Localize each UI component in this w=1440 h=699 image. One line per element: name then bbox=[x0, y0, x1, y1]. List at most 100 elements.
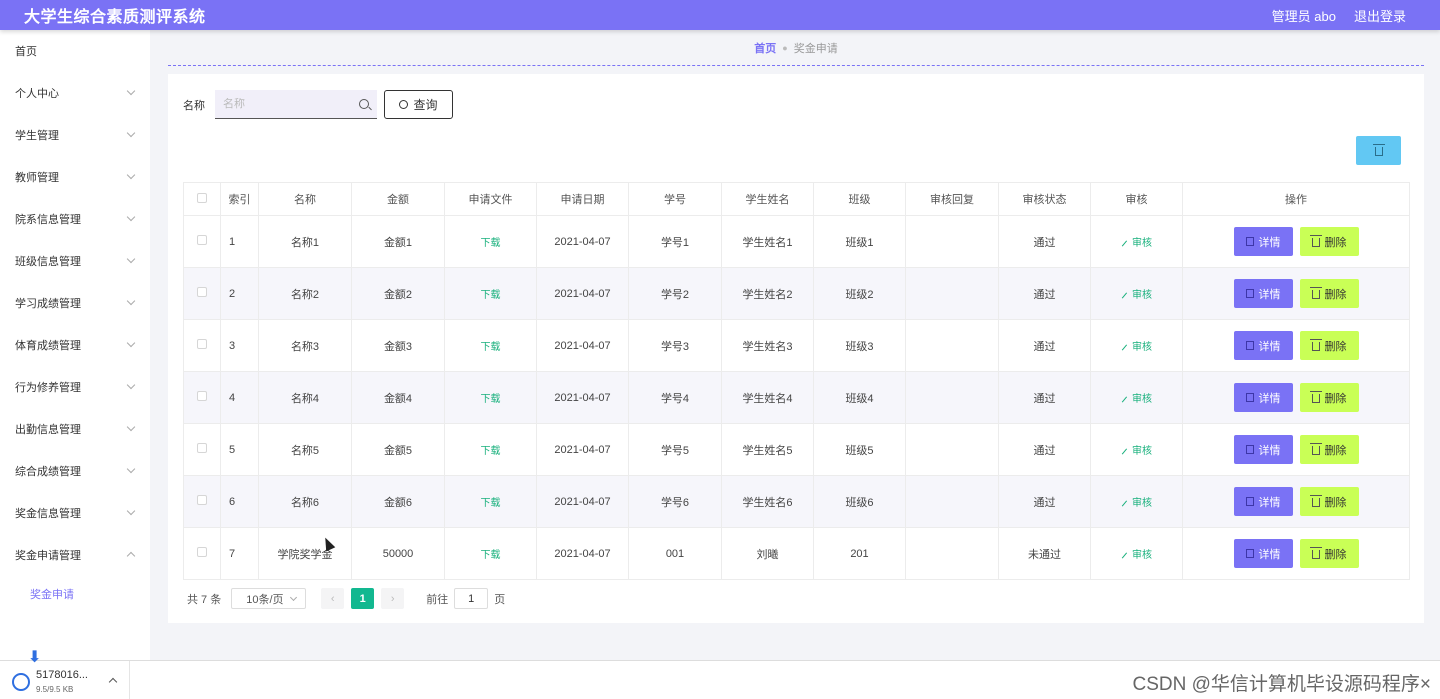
sidebar-item[interactable]: 学习成绩管理 bbox=[0, 282, 150, 324]
table-row: 3 名称3 金额3 下载 2021-04-07 学号3 学生姓名3 班级3 通过 审核 详情 删除 bbox=[183, 319, 1410, 372]
audit-link[interactable]: 审核 bbox=[1121, 498, 1152, 509]
delete-button[interactable]: 删除 bbox=[1299, 487, 1359, 516]
audit-link[interactable]: 审核 bbox=[1121, 446, 1152, 457]
delete-button[interactable]: 删除 bbox=[1299, 383, 1359, 412]
sidebar-item[interactable]: 体育成绩管理 bbox=[0, 324, 150, 366]
download-link[interactable]: 下载 bbox=[480, 238, 501, 249]
delete-button[interactable]: 删除 bbox=[1299, 331, 1359, 360]
row-checkbox[interactable] bbox=[197, 287, 207, 297]
cell-student-id: 学号2 bbox=[628, 267, 722, 320]
delete-label: 删除 bbox=[1324, 288, 1347, 301]
select-all-cell bbox=[183, 182, 221, 216]
delete-button[interactable]: 删除 bbox=[1299, 539, 1359, 568]
sidebar-item[interactable]: 个人中心 bbox=[0, 72, 150, 114]
detail-button[interactable]: 详情 bbox=[1233, 227, 1293, 256]
sidebar-item[interactable]: 综合成绩管理 bbox=[0, 450, 150, 492]
cell-status: 未通过 bbox=[998, 527, 1091, 580]
sidebar-item[interactable]: 学生管理 bbox=[0, 114, 150, 156]
edit-icon bbox=[1121, 500, 1128, 507]
select-all-checkbox[interactable] bbox=[197, 192, 207, 203]
batch-delete-button[interactable] bbox=[1356, 136, 1401, 165]
goto-page-input[interactable]: 1 bbox=[454, 588, 489, 609]
download-progress-icon bbox=[12, 673, 30, 691]
delete-button[interactable]: 删除 bbox=[1299, 435, 1359, 464]
sidebar-item[interactable]: 奖金信息管理 bbox=[0, 492, 150, 534]
download-item[interactable]: ⬇ 5178016... 9.5/9.5 KB bbox=[8, 649, 130, 699]
table-header-row: 索引 名称 金额 申请文件 申请日期 学号 学生姓名 班级 审核回复 审核状态 审核 操作 bbox=[183, 182, 1410, 216]
audit-link[interactable]: 审核 bbox=[1121, 550, 1152, 561]
query-button[interactable]: 查询 bbox=[384, 90, 453, 119]
audit-link[interactable]: 审核 bbox=[1121, 290, 1152, 301]
document-icon bbox=[1245, 341, 1254, 350]
cell-class: 班级1 bbox=[813, 215, 906, 268]
sidebar-item[interactable]: 出勤信息管理 bbox=[0, 408, 150, 450]
cell-student-name: 学生姓名3 bbox=[721, 319, 814, 372]
detail-button[interactable]: 详情 bbox=[1233, 279, 1293, 308]
page-size-select[interactable]: 10条/页 bbox=[231, 588, 307, 609]
sidebar-item-label: 教师管理 bbox=[15, 172, 59, 184]
download-link[interactable]: 下载 bbox=[480, 394, 501, 405]
sidebar-item[interactable]: 班级信息管理 bbox=[0, 240, 150, 282]
delete-button[interactable]: 删除 bbox=[1299, 227, 1359, 256]
cell-audit: 审核 bbox=[1090, 267, 1183, 320]
audit-label: 审核 bbox=[1132, 550, 1152, 561]
sidebar-item[interactable]: 教师管理 bbox=[0, 156, 150, 198]
trash-icon bbox=[1309, 443, 1322, 455]
sidebar-item[interactable]: 院系信息管理 bbox=[0, 198, 150, 240]
column-header: 申请文件 bbox=[444, 182, 537, 216]
row-select-cell bbox=[183, 215, 221, 268]
search-icon bbox=[399, 100, 409, 109]
query-button-label: 查询 bbox=[413, 98, 438, 112]
next-page-button[interactable]: › bbox=[381, 588, 405, 609]
search-row: 名称 查询 bbox=[183, 90, 453, 119]
detail-button[interactable]: 详情 bbox=[1233, 539, 1293, 568]
cell-file: 下载 bbox=[444, 215, 537, 268]
detail-button[interactable]: 详情 bbox=[1233, 331, 1293, 360]
row-checkbox[interactable] bbox=[197, 235, 207, 245]
row-checkbox[interactable] bbox=[197, 547, 207, 557]
detail-button[interactable]: 详情 bbox=[1233, 487, 1293, 516]
audit-label: 审核 bbox=[1132, 394, 1152, 405]
sidebar-item-label: 首页 bbox=[15, 46, 37, 58]
breadcrumb-home[interactable]: 首页 bbox=[754, 42, 777, 55]
page-number-1[interactable]: 1 bbox=[351, 588, 375, 609]
row-select-cell bbox=[183, 527, 221, 580]
sidebar-item[interactable]: 奖金申请管理 bbox=[0, 534, 150, 576]
download-link[interactable]: 下载 bbox=[480, 550, 501, 561]
chevron-down-icon bbox=[126, 380, 136, 390]
audit-link[interactable]: 审核 bbox=[1121, 238, 1152, 249]
detail-button[interactable]: 详情 bbox=[1233, 383, 1293, 412]
cell-status: 通过 bbox=[998, 267, 1091, 320]
cell-status: 通过 bbox=[998, 371, 1091, 424]
download-link[interactable]: 下载 bbox=[480, 290, 501, 301]
logout-button[interactable]: 退出登录 bbox=[1353, 8, 1406, 24]
prev-page-button[interactable]: ‹ bbox=[321, 588, 345, 609]
sidebar-subitem-active[interactable]: 奖金申请 bbox=[30, 589, 74, 601]
row-checkbox[interactable] bbox=[197, 495, 207, 505]
chevron-down-icon bbox=[126, 170, 136, 180]
cell-actions: 详情 删除 bbox=[1182, 267, 1410, 320]
chevron-up-icon[interactable] bbox=[108, 677, 118, 687]
download-link[interactable]: 下载 bbox=[480, 342, 501, 353]
chevron-down-icon bbox=[126, 86, 136, 96]
row-checkbox[interactable] bbox=[197, 391, 207, 401]
audit-link[interactable]: 审核 bbox=[1121, 394, 1152, 405]
cell-actions: 详情 删除 bbox=[1182, 319, 1410, 372]
sidebar-item[interactable]: 首页 bbox=[0, 30, 150, 72]
cell-student-id: 学号3 bbox=[628, 319, 722, 372]
row-checkbox[interactable] bbox=[197, 443, 207, 453]
sidebar-item-label: 行为修养管理 bbox=[15, 382, 81, 394]
row-checkbox[interactable] bbox=[197, 339, 207, 349]
search-input[interactable] bbox=[223, 98, 343, 110]
download-link[interactable]: 下载 bbox=[480, 498, 501, 509]
column-header: 索引 bbox=[220, 182, 259, 216]
delete-button[interactable]: 删除 bbox=[1299, 279, 1359, 308]
chevron-down-icon bbox=[126, 422, 136, 432]
sidebar-item[interactable]: 行为修养管理 bbox=[0, 366, 150, 408]
audit-link[interactable]: 审核 bbox=[1121, 342, 1152, 353]
download-link[interactable]: 下载 bbox=[480, 446, 501, 457]
cell-name: 名称6 bbox=[258, 475, 352, 528]
cell-index: 1 bbox=[220, 215, 259, 268]
detail-button[interactable]: 详情 bbox=[1233, 435, 1293, 464]
